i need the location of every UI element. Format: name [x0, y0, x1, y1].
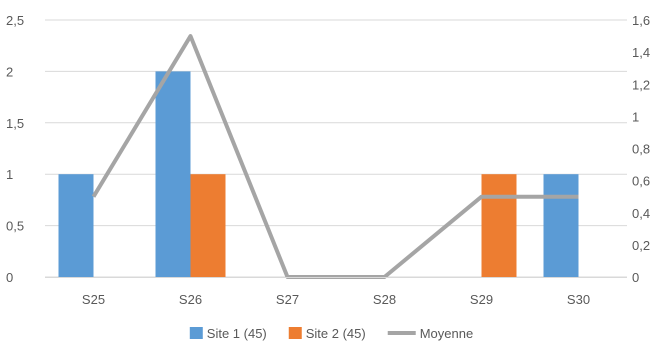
- legend-item[interactable]: Moyenne: [387, 326, 473, 341]
- y-right-tick-label: 1,6: [632, 13, 650, 28]
- legend-swatch: [189, 327, 203, 339]
- legend-item[interactable]: Site 1 (45): [189, 326, 267, 341]
- y-right-tick-label: 0,2: [632, 238, 650, 253]
- y-right-tick-label: 1: [632, 109, 639, 124]
- y-right-tick-label: 0,4: [632, 206, 650, 221]
- x-tick-label: S28: [373, 292, 396, 307]
- x-axis: S25 S26 S27 S28 S29 S30: [45, 277, 627, 307]
- legend-label: Site 1 (45): [207, 326, 267, 341]
- bar-1-s30: [543, 174, 579, 277]
- y-axis-left: 0 0,5 1 1,5 2 2,5: [6, 13, 24, 285]
- legend-label: Moyenne: [420, 326, 473, 341]
- y-axis-right: 0 0,2 0,4 0,6 0,8 1 1,2 1,4 1,6: [632, 13, 650, 285]
- x-tick-label: S29: [470, 292, 493, 307]
- y-right-tick-label: 0,6: [632, 174, 650, 189]
- bar-2-s26: [190, 174, 226, 277]
- y-right-tick-label: 0,8: [632, 142, 650, 157]
- y-right-tick-label: 1,4: [632, 45, 650, 60]
- x-tick-label: S27: [276, 292, 299, 307]
- legend-swatch: [288, 327, 302, 339]
- legend-item[interactable]: Site 2 (45): [288, 326, 366, 341]
- y-left-tick-label: 1: [6, 167, 13, 182]
- y-right-tick-label: 0: [632, 270, 639, 285]
- y-left-tick-label: 1,5: [6, 116, 24, 131]
- bar-1-s25: [58, 174, 94, 277]
- bar-1-s26: [155, 71, 191, 278]
- bar-2-s29: [481, 174, 517, 277]
- y-left-tick-label: 2: [6, 64, 13, 79]
- y-left-tick-label: 0,5: [6, 219, 24, 234]
- legend-label: Site 2 (45): [306, 326, 366, 341]
- y-right-tick-label: 1,2: [632, 77, 650, 92]
- gridlines: [45, 19, 627, 278]
- x-tick-label: S26: [179, 292, 202, 307]
- legend[interactable]: Site 1 (45) Site 2 (45) Moyenne: [189, 326, 473, 341]
- x-tick-label: S30: [567, 292, 590, 307]
- y-left-tick-label: 2,5: [6, 13, 24, 28]
- bars: [58, 71, 579, 278]
- x-tick-label: S25: [82, 292, 105, 307]
- y-left-tick-label: 0: [6, 270, 13, 285]
